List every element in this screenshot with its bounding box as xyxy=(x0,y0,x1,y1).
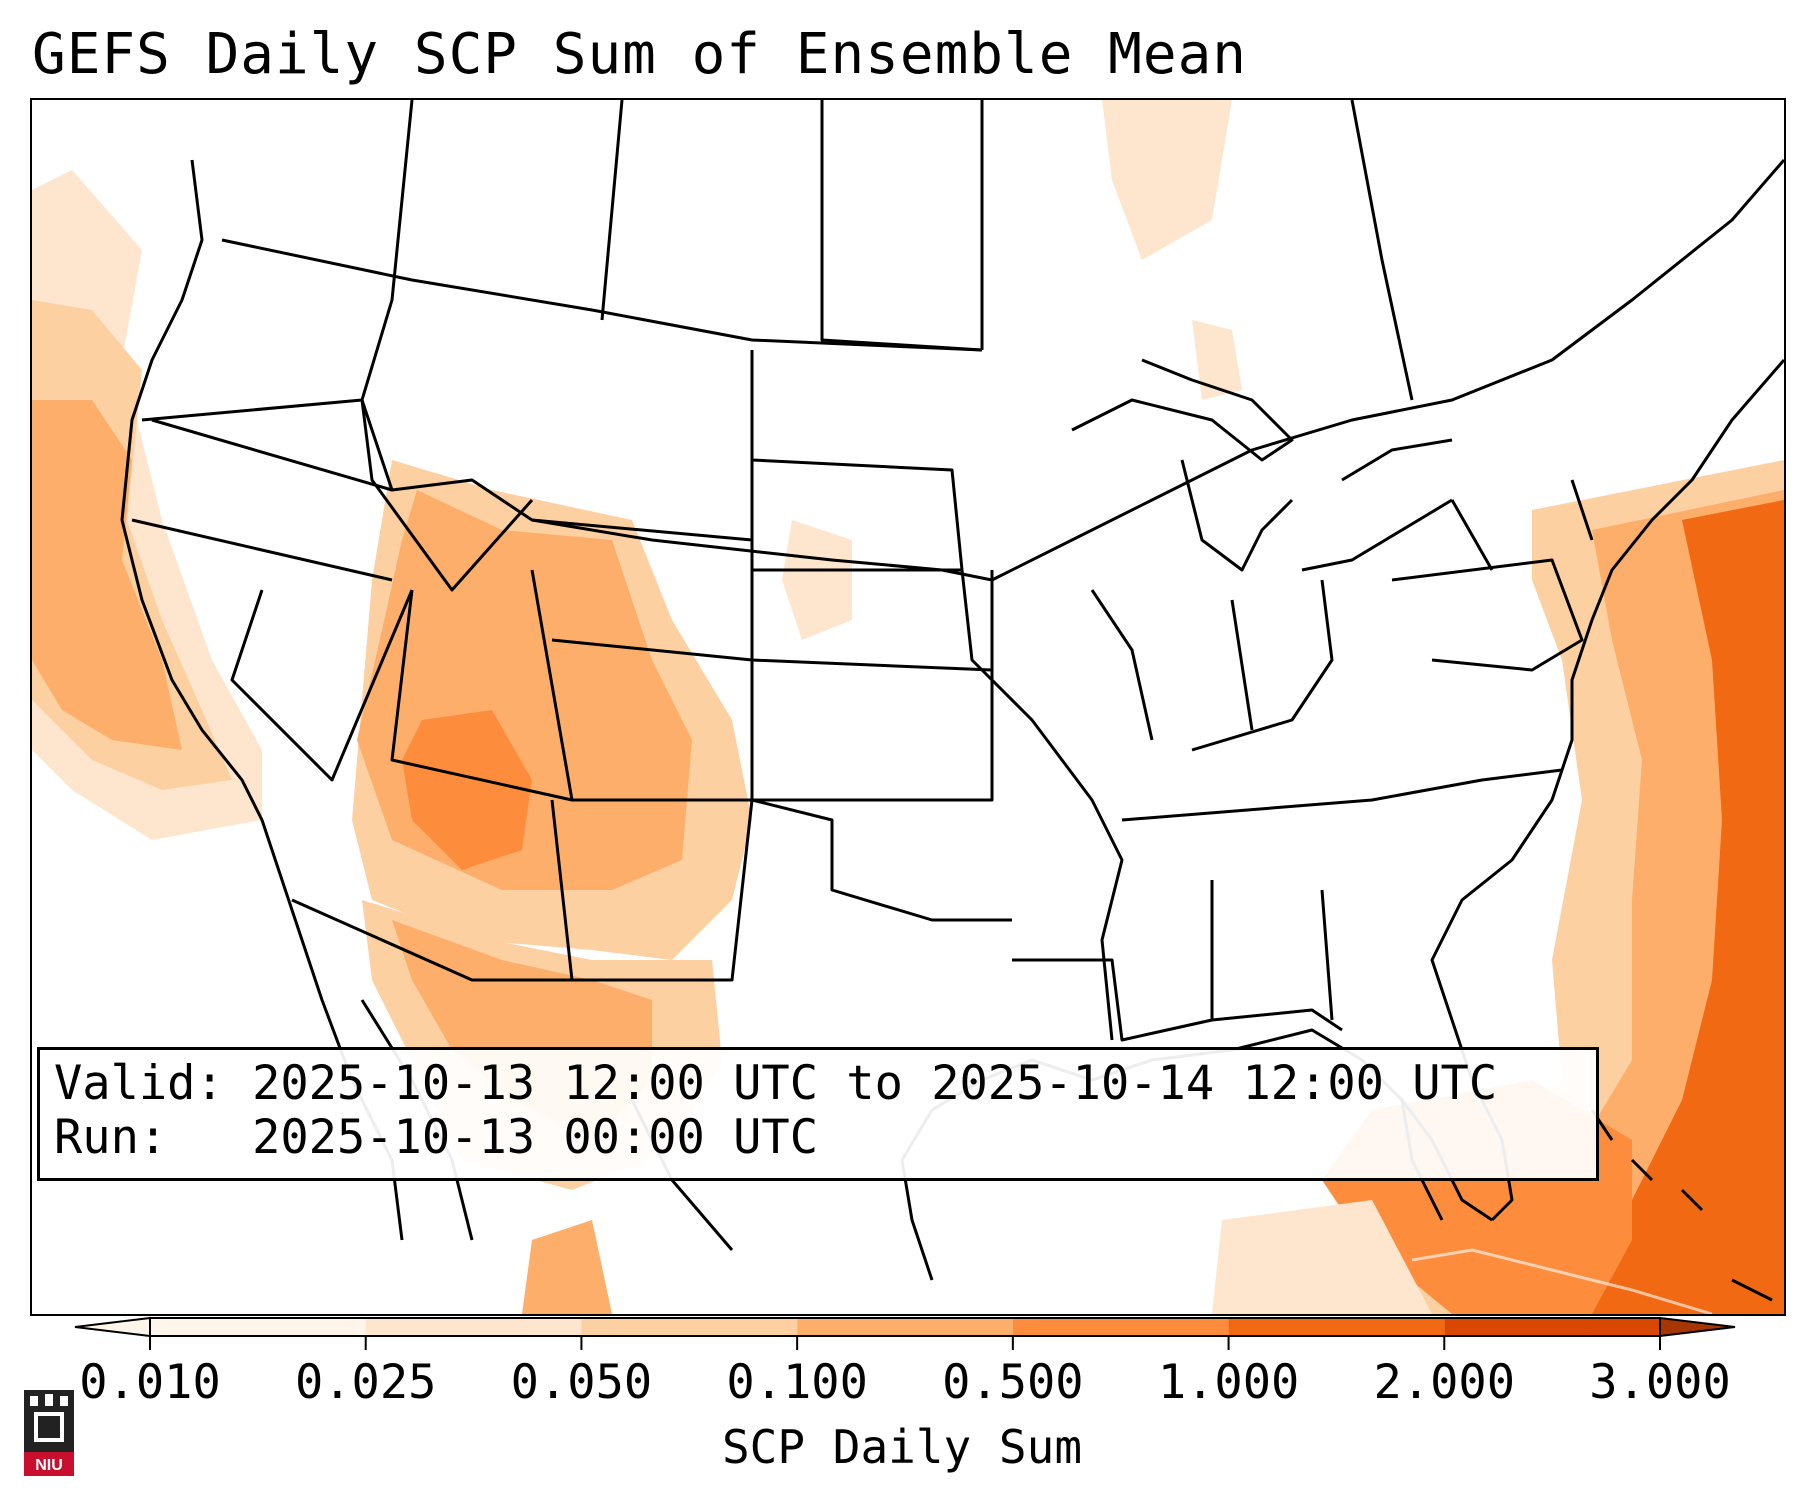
border-ok-tx xyxy=(751,798,1012,922)
niu-logo-text: NIU xyxy=(35,1457,63,1474)
border-deep-south xyxy=(1012,880,1343,1042)
colorbar-tick-label: 2.000 xyxy=(1373,1355,1516,1410)
shading-pacific-core xyxy=(32,400,182,750)
colorbar-tick-label: 1.000 xyxy=(1157,1355,1300,1410)
border-midwest xyxy=(1090,579,1334,752)
colorbar-label: SCP Daily Sum xyxy=(721,1420,1083,1474)
great-lakes xyxy=(1071,358,1453,572)
border-co-nm xyxy=(551,638,754,802)
colorbar-tick-label: 0.025 xyxy=(294,1355,437,1410)
colorbar-extend-low xyxy=(74,1316,151,1338)
shading-north-light xyxy=(1102,100,1232,260)
shading-michigan-light xyxy=(1192,320,1242,400)
border-provinces xyxy=(360,100,1414,401)
colorbar xyxy=(74,1316,1736,1350)
valid-time-text: Valid: 2025-10-13 12:00 UTC to 2025-10-1… xyxy=(54,1056,1498,1111)
colorbar-tick-label: 0.050 xyxy=(510,1355,653,1410)
border-nv xyxy=(230,589,414,782)
border-ut-az xyxy=(390,569,574,802)
colorbar-outline xyxy=(149,1317,1661,1337)
colorbar-segment xyxy=(581,1318,798,1336)
niu-logo: NIU xyxy=(24,1390,74,1476)
colorbar-segment xyxy=(1444,1318,1660,1336)
boundaries xyxy=(120,100,1784,1314)
colorbar-ticks xyxy=(149,1336,1661,1350)
run-time-text: Run: 2025-10-13 00:00 UTC xyxy=(54,1110,819,1165)
colorbar-segment xyxy=(150,1318,366,1336)
colorbar-tick-label: 0.500 xyxy=(942,1355,1084,1410)
border-plains xyxy=(751,568,994,802)
colorbar-tick-label: 0.100 xyxy=(726,1355,868,1410)
border-canada-north xyxy=(221,238,983,352)
border-tn-nc xyxy=(1121,768,1563,822)
colorbar-segment xyxy=(1228,1318,1445,1336)
shading-caribbean-light xyxy=(1212,1200,1432,1314)
border-or-ca xyxy=(131,518,393,582)
map-panel xyxy=(30,98,1786,1316)
bahamas-islands xyxy=(1590,1109,1773,1302)
shading-atlantic-max xyxy=(1732,620,1784,1080)
cuba xyxy=(1411,1248,1713,1314)
border-nm-tx xyxy=(572,799,754,982)
border-id-mt xyxy=(360,399,534,592)
shading-southwest-core xyxy=(402,710,532,870)
colorbar-segment xyxy=(365,1318,582,1336)
colorbar-segment xyxy=(1012,1318,1229,1336)
colorbar-tick-label: 3.000 xyxy=(1589,1355,1731,1410)
colorbar-tick-label: 0.010 xyxy=(79,1355,221,1410)
border-ms-river xyxy=(960,569,1124,1041)
coastline-west xyxy=(120,159,404,1241)
colorbar-segments xyxy=(74,1316,1736,1338)
border-mt-nd xyxy=(750,350,964,571)
colorbar-extend-high xyxy=(1659,1316,1736,1338)
valid-time-box: Valid: 2025-10-13 12:00 UTC to 2025-10-1… xyxy=(37,1047,1599,1181)
map-title: GEFS Daily SCP Sum of Ensemble Mean xyxy=(32,22,1248,87)
colorbar-segment xyxy=(797,1318,1013,1336)
border-canada xyxy=(151,159,1784,582)
border-east xyxy=(1391,479,1594,672)
shading-california-light xyxy=(522,1220,612,1314)
border-az-mx xyxy=(291,799,574,982)
shading-plains-light xyxy=(782,520,852,640)
